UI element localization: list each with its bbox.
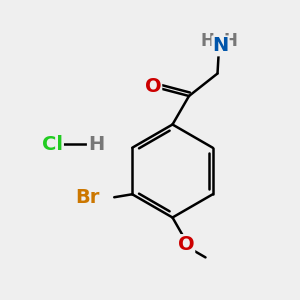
- Text: H: H: [88, 134, 104, 154]
- Text: H: H: [224, 32, 237, 50]
- Text: O: O: [145, 77, 161, 97]
- Text: Br: Br: [75, 188, 99, 207]
- Text: N: N: [212, 36, 229, 56]
- Text: H: H: [200, 32, 214, 50]
- Text: O: O: [178, 235, 194, 254]
- Text: Cl: Cl: [42, 134, 63, 154]
